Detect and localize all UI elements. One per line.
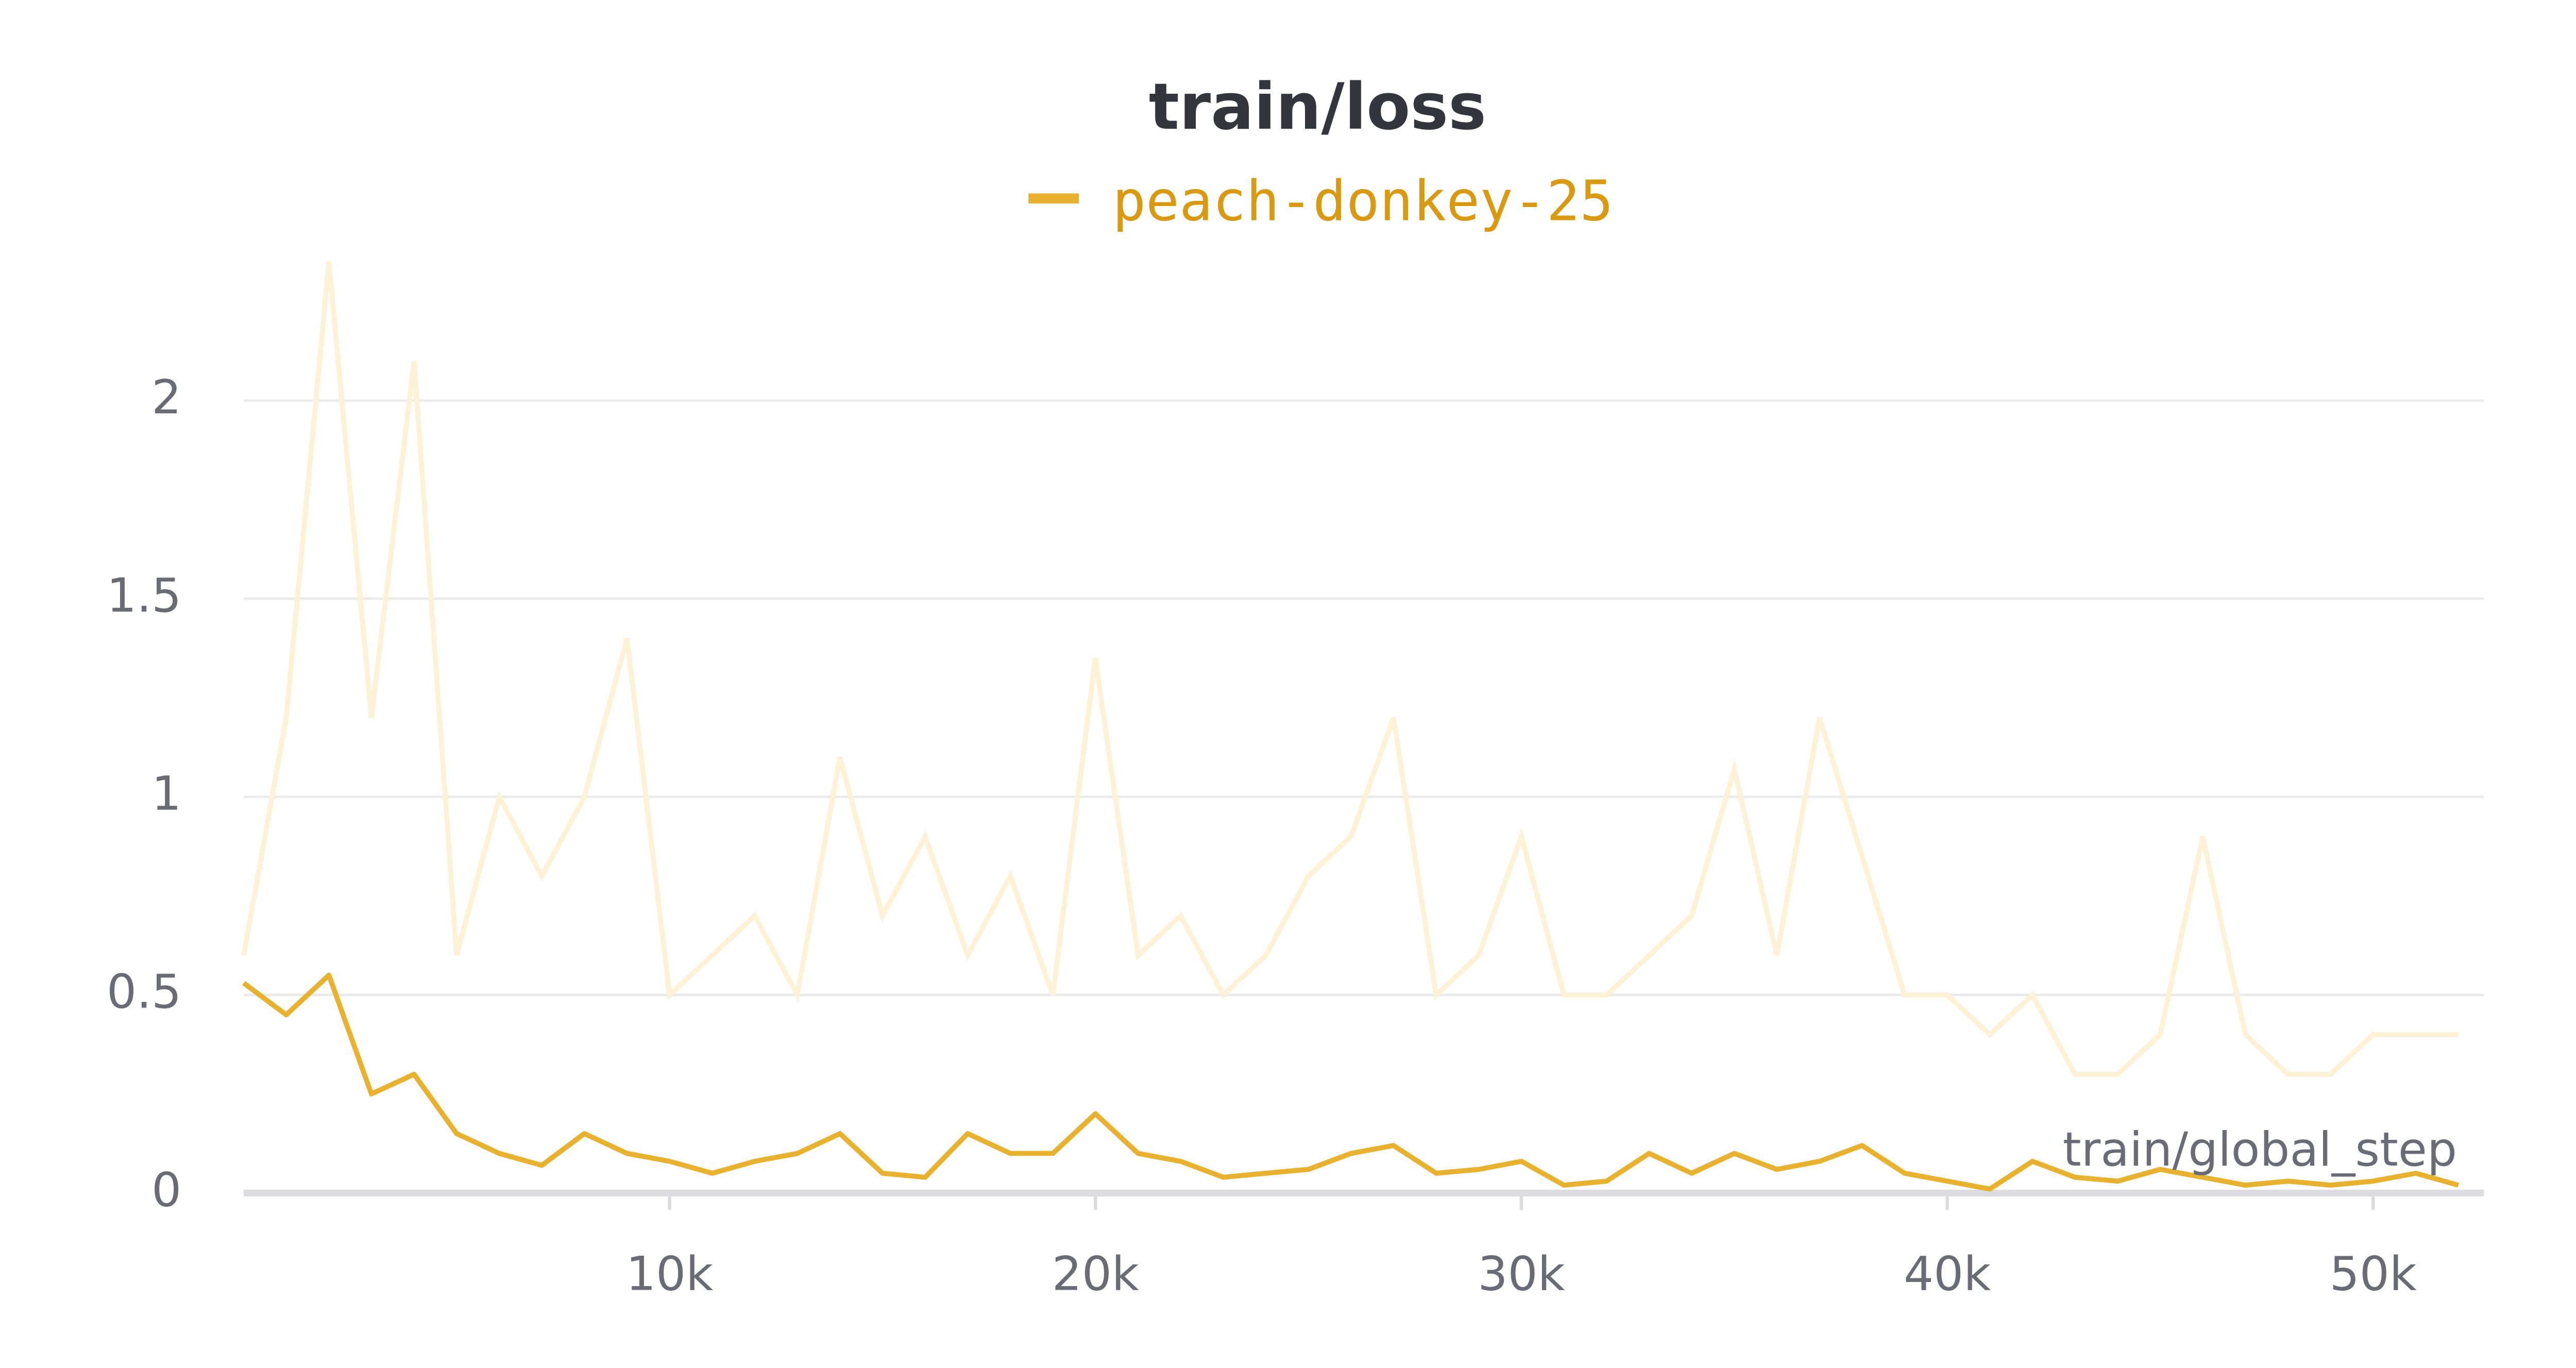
x-tick-label: 30k <box>1478 1246 1565 1301</box>
y-tick-label: 0 <box>151 1162 181 1217</box>
y-tick-label: 1.5 <box>107 568 181 623</box>
y-tick-label: 2 <box>151 370 181 425</box>
raw-line <box>241 262 2459 1077</box>
x-axis-title: train/global_step <box>2063 1122 2457 1177</box>
y-tick-label: 1 <box>151 766 181 821</box>
legend-label: peach-donkey-25 <box>1112 169 1613 234</box>
y-tick-label: 0.5 <box>107 964 181 1019</box>
x-tick-label: 40k <box>1904 1246 1991 1301</box>
x-tick-label: 20k <box>1052 1246 1139 1301</box>
x-tick-label: 50k <box>2330 1246 2417 1301</box>
smoothed-line <box>242 972 2459 1192</box>
chart-title: train/loss <box>1149 70 1486 144</box>
x-tick-label: 10k <box>626 1246 713 1301</box>
